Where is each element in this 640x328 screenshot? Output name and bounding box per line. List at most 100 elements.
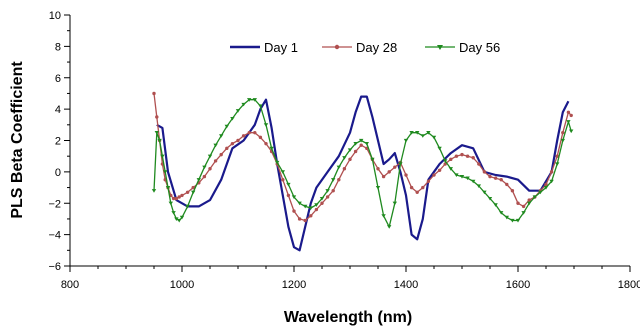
data-point — [437, 146, 442, 151]
series-day-56 — [151, 98, 574, 229]
data-point — [527, 201, 532, 206]
data-point — [544, 182, 548, 187]
y-tick-label: −4 — [48, 230, 61, 242]
data-point — [460, 152, 464, 157]
axes: −6 −4 −2 0 2 4 6 8 10 800 1000 1200 1400 1600 1800 — [48, 10, 640, 291]
data-point — [325, 195, 330, 199]
data-point — [225, 146, 229, 151]
data-point — [465, 154, 470, 158]
data-point — [336, 165, 341, 170]
data-point — [342, 167, 347, 171]
data-point — [157, 138, 162, 143]
data-point — [426, 131, 431, 135]
data-point — [236, 138, 240, 143]
data-point — [493, 203, 498, 207]
data-point — [555, 162, 560, 167]
data-point — [286, 193, 291, 198]
data-point — [448, 167, 453, 171]
data-point — [202, 165, 207, 170]
data-point — [207, 154, 213, 159]
data-point — [331, 178, 336, 182]
data-point — [308, 206, 313, 210]
x-tick-label: 1200 — [282, 279, 306, 291]
data-point — [538, 190, 543, 195]
data-point — [280, 170, 285, 174]
data-point — [247, 98, 252, 102]
data-point — [421, 185, 425, 190]
data-point — [566, 120, 571, 124]
series-line — [153, 93, 572, 222]
data-point — [387, 225, 392, 229]
data-point — [191, 190, 196, 195]
data-point — [543, 185, 549, 190]
y-tick-label: 6 — [55, 73, 61, 85]
data-point — [432, 173, 436, 177]
data-point — [549, 170, 554, 174]
legend-label: Day 28 — [356, 40, 397, 55]
data-point — [258, 104, 263, 108]
data-point — [264, 141, 268, 146]
data-point — [370, 157, 375, 162]
data-point — [521, 211, 526, 215]
data-point — [171, 196, 176, 201]
x-tick-label: 1000 — [170, 279, 194, 291]
y-tick-label: 4 — [55, 104, 61, 116]
data-point — [364, 142, 369, 146]
data-point — [337, 178, 341, 182]
data-point — [241, 134, 246, 138]
data-point — [202, 174, 207, 179]
data-point — [174, 217, 179, 221]
data-point — [487, 196, 493, 201]
data-point — [235, 109, 241, 113]
data-point — [527, 198, 531, 202]
data-point — [196, 178, 201, 182]
legend-item-day-28: Day 28 — [322, 40, 397, 55]
data-point — [191, 185, 195, 190]
data-point — [219, 152, 223, 157]
data-point — [415, 190, 419, 194]
data-point — [314, 207, 319, 212]
data-point — [213, 143, 218, 148]
y-tick-label: 8 — [55, 41, 61, 53]
data-point — [515, 218, 521, 223]
data-point — [171, 211, 176, 215]
data-point — [471, 179, 476, 184]
x-tick-label: 1400 — [394, 279, 418, 291]
data-point — [314, 203, 319, 207]
data-point — [459, 174, 465, 179]
y-tick-label: −2 — [48, 198, 61, 210]
data-point — [247, 130, 251, 135]
data-point — [230, 141, 235, 146]
data-point — [482, 170, 487, 174]
data-point — [319, 196, 325, 201]
data-point — [152, 91, 156, 96]
data-point — [213, 159, 218, 163]
x-tick-label: 800 — [61, 279, 79, 291]
y-tick-label: −6 — [48, 261, 61, 273]
data-point — [275, 160, 280, 165]
data-point — [403, 138, 409, 143]
data-point — [476, 184, 481, 188]
data-point — [230, 116, 235, 121]
x-axis-title: Wavelength (nm) — [284, 309, 412, 326]
data-point — [253, 130, 257, 135]
data-point — [348, 157, 352, 162]
data-point — [219, 134, 224, 138]
y-axis-title: PLS Beta Coefficient — [9, 61, 26, 219]
data-point — [510, 189, 515, 193]
data-point — [342, 156, 347, 160]
data-point — [454, 173, 459, 178]
data-point — [454, 154, 459, 158]
y-tick-label: 2 — [55, 136, 61, 148]
series-line — [156, 95, 570, 252]
data-point — [174, 196, 179, 201]
data-point — [393, 165, 397, 169]
data-point — [566, 110, 571, 114]
legend: Day 1 Day 28 Day 56 — [230, 40, 500, 55]
data-point — [151, 189, 157, 193]
data-point — [376, 167, 380, 171]
data-point — [437, 168, 442, 173]
data-point — [549, 179, 554, 184]
data-point — [505, 182, 509, 187]
data-point — [269, 146, 274, 151]
